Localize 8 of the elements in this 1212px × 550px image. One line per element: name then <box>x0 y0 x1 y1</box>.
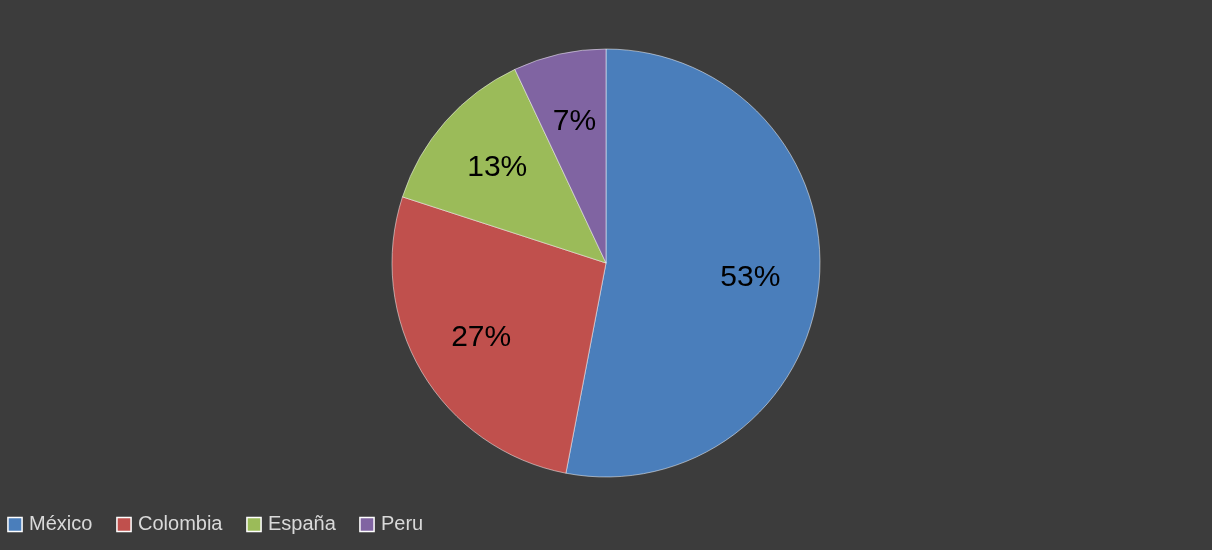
legend-label: México <box>29 512 93 535</box>
data-label: 27% <box>451 318 512 352</box>
legend-label: Peru <box>381 512 424 535</box>
legend-label: España <box>268 512 337 535</box>
data-label: 7% <box>552 103 597 137</box>
data-label: 53% <box>720 258 781 292</box>
legend-label: Colombia <box>138 512 224 535</box>
data-label: 13% <box>467 149 528 183</box>
